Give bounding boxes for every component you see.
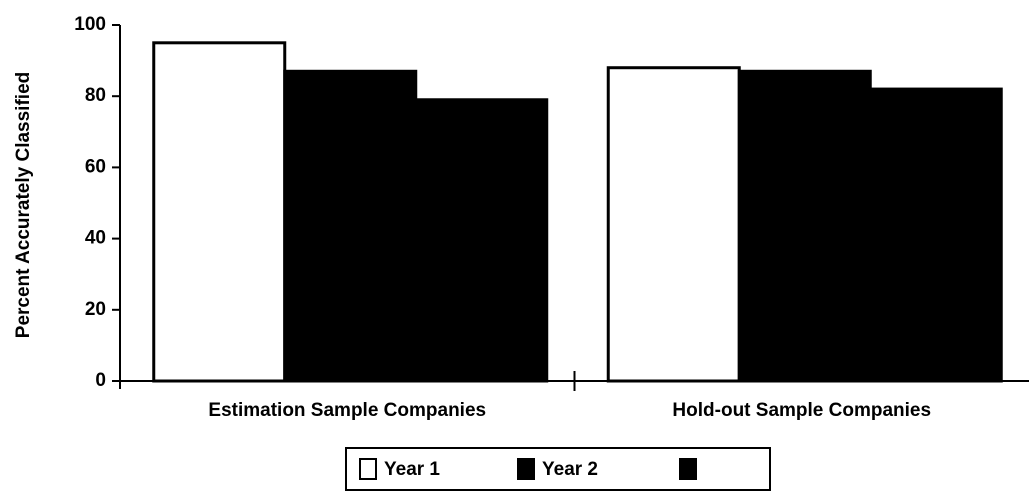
y-tick-label: 0 — [95, 370, 106, 391]
bar — [606, 66, 741, 383]
legend-swatch — [517, 458, 535, 480]
legend-swatch — [359, 458, 377, 480]
bar — [283, 69, 418, 383]
x-tick-label: Hold-out Sample Companies — [672, 400, 931, 421]
y-tick-label: 60 — [85, 156, 106, 177]
y-tick-label: 80 — [85, 85, 106, 106]
legend-box — [345, 447, 771, 491]
legend-swatch — [679, 458, 697, 480]
x-tick-label: Estimation Sample Companies — [208, 400, 486, 421]
legend-label: Year 2 — [542, 459, 598, 480]
legend-label: Year 1 — [384, 459, 440, 480]
bar — [868, 87, 1003, 383]
bar — [152, 41, 287, 383]
bar — [414, 98, 549, 383]
bar — [737, 69, 872, 383]
y-tick-label: 40 — [85, 228, 106, 249]
y-tick-label: 20 — [85, 299, 106, 320]
y-axis-label: Percent Accurately Classified — [13, 72, 34, 338]
y-tick-label: 100 — [74, 14, 106, 35]
